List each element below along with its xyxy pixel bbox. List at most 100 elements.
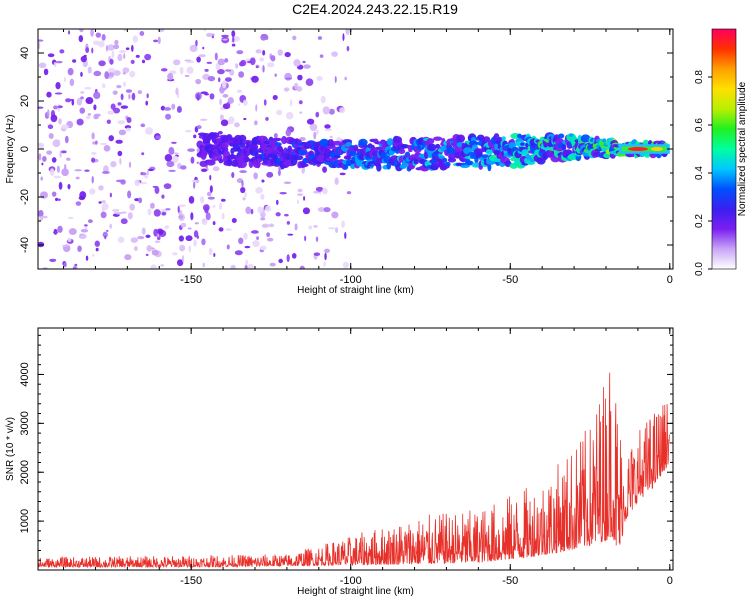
noise-blob xyxy=(84,169,90,172)
noise-blob xyxy=(274,73,277,77)
noise-blob xyxy=(331,51,338,57)
noise-blob xyxy=(214,52,218,61)
noise-blob xyxy=(315,129,319,135)
noise-blob xyxy=(238,71,245,78)
noise-blob xyxy=(207,75,216,82)
noise-blob xyxy=(267,237,274,242)
noise-blob xyxy=(267,62,275,68)
noise-blob xyxy=(62,244,69,247)
noise-blob xyxy=(107,44,115,51)
noise-blob xyxy=(345,29,350,35)
noise-blob xyxy=(283,181,292,184)
noise-blob xyxy=(137,90,143,95)
snr-area xyxy=(38,372,670,569)
noise-blob xyxy=(133,246,138,252)
noise-blob xyxy=(127,190,132,199)
noise-blob xyxy=(120,93,124,101)
noise-blob xyxy=(202,46,205,50)
noise-blob xyxy=(91,176,94,184)
noise-blob xyxy=(200,118,208,121)
noise-blob xyxy=(68,228,77,235)
noise-blob xyxy=(276,199,279,205)
noise-blob xyxy=(315,236,319,242)
noise-blob xyxy=(298,100,303,105)
noise-blob xyxy=(266,232,271,238)
noise-blob xyxy=(118,50,127,54)
signal-blob xyxy=(482,136,491,143)
noise-blob xyxy=(150,264,157,269)
noise-blob xyxy=(161,211,167,216)
signal-blob xyxy=(221,141,229,149)
noise-blob xyxy=(54,197,59,202)
signal-peak xyxy=(651,147,664,151)
noise-blob xyxy=(151,249,159,256)
noise-blob xyxy=(145,253,149,257)
noise-blob xyxy=(179,244,186,252)
noise-blob xyxy=(111,50,115,59)
noise-blob xyxy=(80,71,83,77)
noise-blob xyxy=(195,39,198,47)
noise-blob xyxy=(320,95,326,104)
noise-blob xyxy=(163,183,172,190)
noise-blob xyxy=(110,161,117,168)
noise-blob xyxy=(126,116,132,123)
noise-blob xyxy=(71,99,75,106)
signal-blob xyxy=(447,157,457,163)
noise-blob xyxy=(46,91,52,98)
y-tick-label: 20 xyxy=(19,95,31,107)
noise-blob xyxy=(74,263,78,267)
signal-blob xyxy=(274,142,282,146)
noise-blob xyxy=(334,76,337,84)
noise-blob xyxy=(66,157,71,161)
noise-blob xyxy=(76,97,83,106)
noise-blob xyxy=(188,245,192,253)
noise-blob xyxy=(334,177,339,185)
noise-blob xyxy=(342,33,345,42)
noise-blob xyxy=(117,53,123,62)
noise-blob xyxy=(131,92,136,101)
noise-blob xyxy=(123,53,126,59)
noise-blob xyxy=(277,169,281,176)
noise-blob xyxy=(101,34,106,41)
noise-blob xyxy=(324,124,331,129)
noise-blob xyxy=(344,76,347,81)
noise-blob xyxy=(209,185,213,193)
noise-blob xyxy=(196,93,200,101)
noise-blob xyxy=(154,186,160,194)
noise-blob xyxy=(59,49,65,54)
noise-blob xyxy=(49,258,57,262)
noise-blob xyxy=(78,233,87,240)
noise-blob xyxy=(79,107,86,114)
noise-blob xyxy=(226,244,230,250)
noise-blob xyxy=(309,123,318,132)
noise-blob xyxy=(217,58,226,66)
noise-blob xyxy=(294,223,298,231)
noise-blob xyxy=(38,39,44,42)
noise-blob xyxy=(297,188,303,193)
noise-blob xyxy=(178,204,187,208)
noise-blob xyxy=(221,80,227,89)
noise-blob xyxy=(157,36,161,45)
noise-blob xyxy=(84,226,88,230)
noise-blob xyxy=(242,197,246,201)
noise-blob xyxy=(75,201,82,206)
noise-blob xyxy=(285,128,292,137)
noise-blob xyxy=(120,179,126,185)
noise-blob xyxy=(244,191,247,198)
noise-blob xyxy=(103,144,111,152)
noise-blob xyxy=(266,171,274,178)
signal-blob xyxy=(568,133,574,138)
noise-blob xyxy=(302,207,311,215)
colorbar-tick-label: 0.0 xyxy=(694,262,705,276)
noise-blob xyxy=(261,223,270,228)
noise-blob xyxy=(211,35,214,39)
noise-blob xyxy=(224,69,232,72)
noise-blob xyxy=(219,98,222,106)
noise-blob xyxy=(139,31,145,37)
noise-blob xyxy=(109,192,113,198)
noise-blob xyxy=(241,180,244,188)
noise-blob xyxy=(297,193,304,197)
noise-blob xyxy=(193,134,197,139)
noise-blob xyxy=(95,140,98,145)
noise-blob xyxy=(171,103,176,110)
